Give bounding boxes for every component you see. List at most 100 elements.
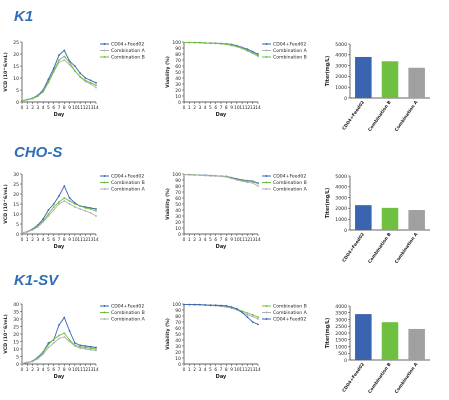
legend-marker — [103, 188, 106, 190]
data-point — [251, 313, 254, 316]
data-point — [220, 175, 222, 178]
data-point — [188, 303, 191, 306]
data-point — [47, 209, 50, 211]
y-tick-label: 0 — [16, 100, 19, 106]
y-axis-label: VCD (10^6/mL) — [3, 52, 9, 91]
x-tick-label: 7 — [220, 237, 223, 243]
x-tick-label: 2 — [31, 105, 34, 111]
data-point — [73, 65, 76, 67]
data-point — [63, 185, 66, 187]
data-point — [73, 206, 76, 208]
data-point — [209, 304, 212, 307]
data-point — [79, 72, 82, 75]
data-point — [52, 203, 55, 205]
y-tick-label: 70 — [175, 190, 181, 196]
x-tick-label: 5 — [47, 105, 50, 111]
row-title-k1-sv: K1-SV — [14, 272, 59, 289]
data-point — [183, 303, 185, 306]
x-tick-label: 11 — [77, 105, 83, 111]
y-tick-label: 30 — [175, 214, 181, 220]
data-point — [89, 81, 92, 84]
data-point — [89, 345, 92, 348]
data-point — [84, 77, 87, 79]
y-tick-label: 40 — [175, 76, 181, 82]
y-tick-label: 80 — [175, 52, 181, 58]
data-point — [193, 41, 196, 44]
data-point — [68, 330, 71, 332]
data-point — [52, 342, 55, 344]
x-tick-label: 6 — [52, 237, 55, 243]
x-tick-label: 7 — [58, 367, 61, 373]
x-tick-label: 0 — [183, 367, 186, 373]
x-tick-label: 10 — [234, 237, 240, 243]
x-tick-label: 9 — [68, 237, 71, 243]
data-point — [235, 307, 238, 310]
data-point — [84, 210, 87, 212]
x-tick-label: 3 — [36, 237, 39, 243]
x-tick-label: 4 — [42, 367, 45, 373]
data-point — [220, 42, 222, 45]
x-tick-label: 1 — [188, 105, 191, 111]
data-point — [73, 69, 76, 72]
x-tick-label: 7 — [220, 367, 223, 373]
data-point — [241, 47, 244, 49]
data-point — [68, 61, 71, 64]
data-point — [95, 81, 97, 84]
x-tick-label: 7 — [58, 237, 61, 243]
x-tick-label: 8 — [225, 105, 228, 111]
bar-1 — [381, 322, 399, 360]
y-tick-label: 60 — [175, 326, 181, 332]
y-axis-label: Viability (%) — [165, 188, 171, 220]
y-tick-label: 100 — [172, 172, 181, 178]
data-point — [58, 337, 60, 340]
y-tick-label: 10 — [175, 226, 181, 232]
x-tick-label: 4 — [42, 237, 45, 243]
data-point — [225, 176, 228, 178]
data-point — [84, 348, 87, 350]
data-point — [73, 203, 76, 205]
legend-marker — [265, 188, 268, 190]
data-point — [95, 208, 97, 210]
data-point — [241, 180, 244, 183]
y-tick-label: 25 — [13, 40, 19, 46]
y-tick-label: 35 — [13, 309, 19, 315]
legend-marker — [265, 305, 268, 307]
data-point — [26, 231, 29, 233]
data-point — [68, 203, 71, 205]
data-point — [193, 174, 196, 177]
data-point — [188, 41, 191, 44]
data-point — [235, 45, 238, 48]
data-point — [68, 339, 71, 341]
bar-0 — [355, 314, 372, 360]
data-point — [84, 345, 87, 347]
x-tick-label: 14 — [255, 367, 261, 373]
x-tick-label: 2 — [193, 367, 196, 373]
y-tick-label: 25 — [13, 182, 19, 188]
series-line-2 — [21, 336, 97, 364]
data-point — [31, 360, 34, 363]
data-point — [246, 49, 249, 52]
y-tick-label: 15 — [13, 202, 19, 208]
y-tick-label: 3000 — [335, 63, 347, 69]
y-tick-label: 4000 — [335, 53, 347, 59]
legend-marker — [103, 311, 106, 314]
x-tick-label: 13 — [88, 105, 94, 111]
y-tick-label: 5 — [16, 354, 19, 360]
legend-marker — [265, 181, 268, 184]
x-tick-label: 14 — [255, 237, 261, 243]
y-tick-label: 0 — [16, 362, 19, 368]
series-line-0 — [21, 49, 97, 102]
x-tick-label: 13 — [88, 237, 94, 243]
data-point — [58, 61, 60, 64]
y-tick-label: 2000 — [335, 331, 347, 337]
x-tick-label: 12 — [245, 105, 251, 111]
y-tick-label: 0 — [344, 96, 347, 102]
data-point — [225, 43, 228, 45]
y-axis-label: VCD (10^6/mL) — [3, 184, 9, 223]
data-point — [246, 313, 249, 316]
x-tick-label: 13 — [88, 367, 94, 373]
data-point — [68, 200, 71, 202]
bar-1 — [381, 207, 399, 230]
